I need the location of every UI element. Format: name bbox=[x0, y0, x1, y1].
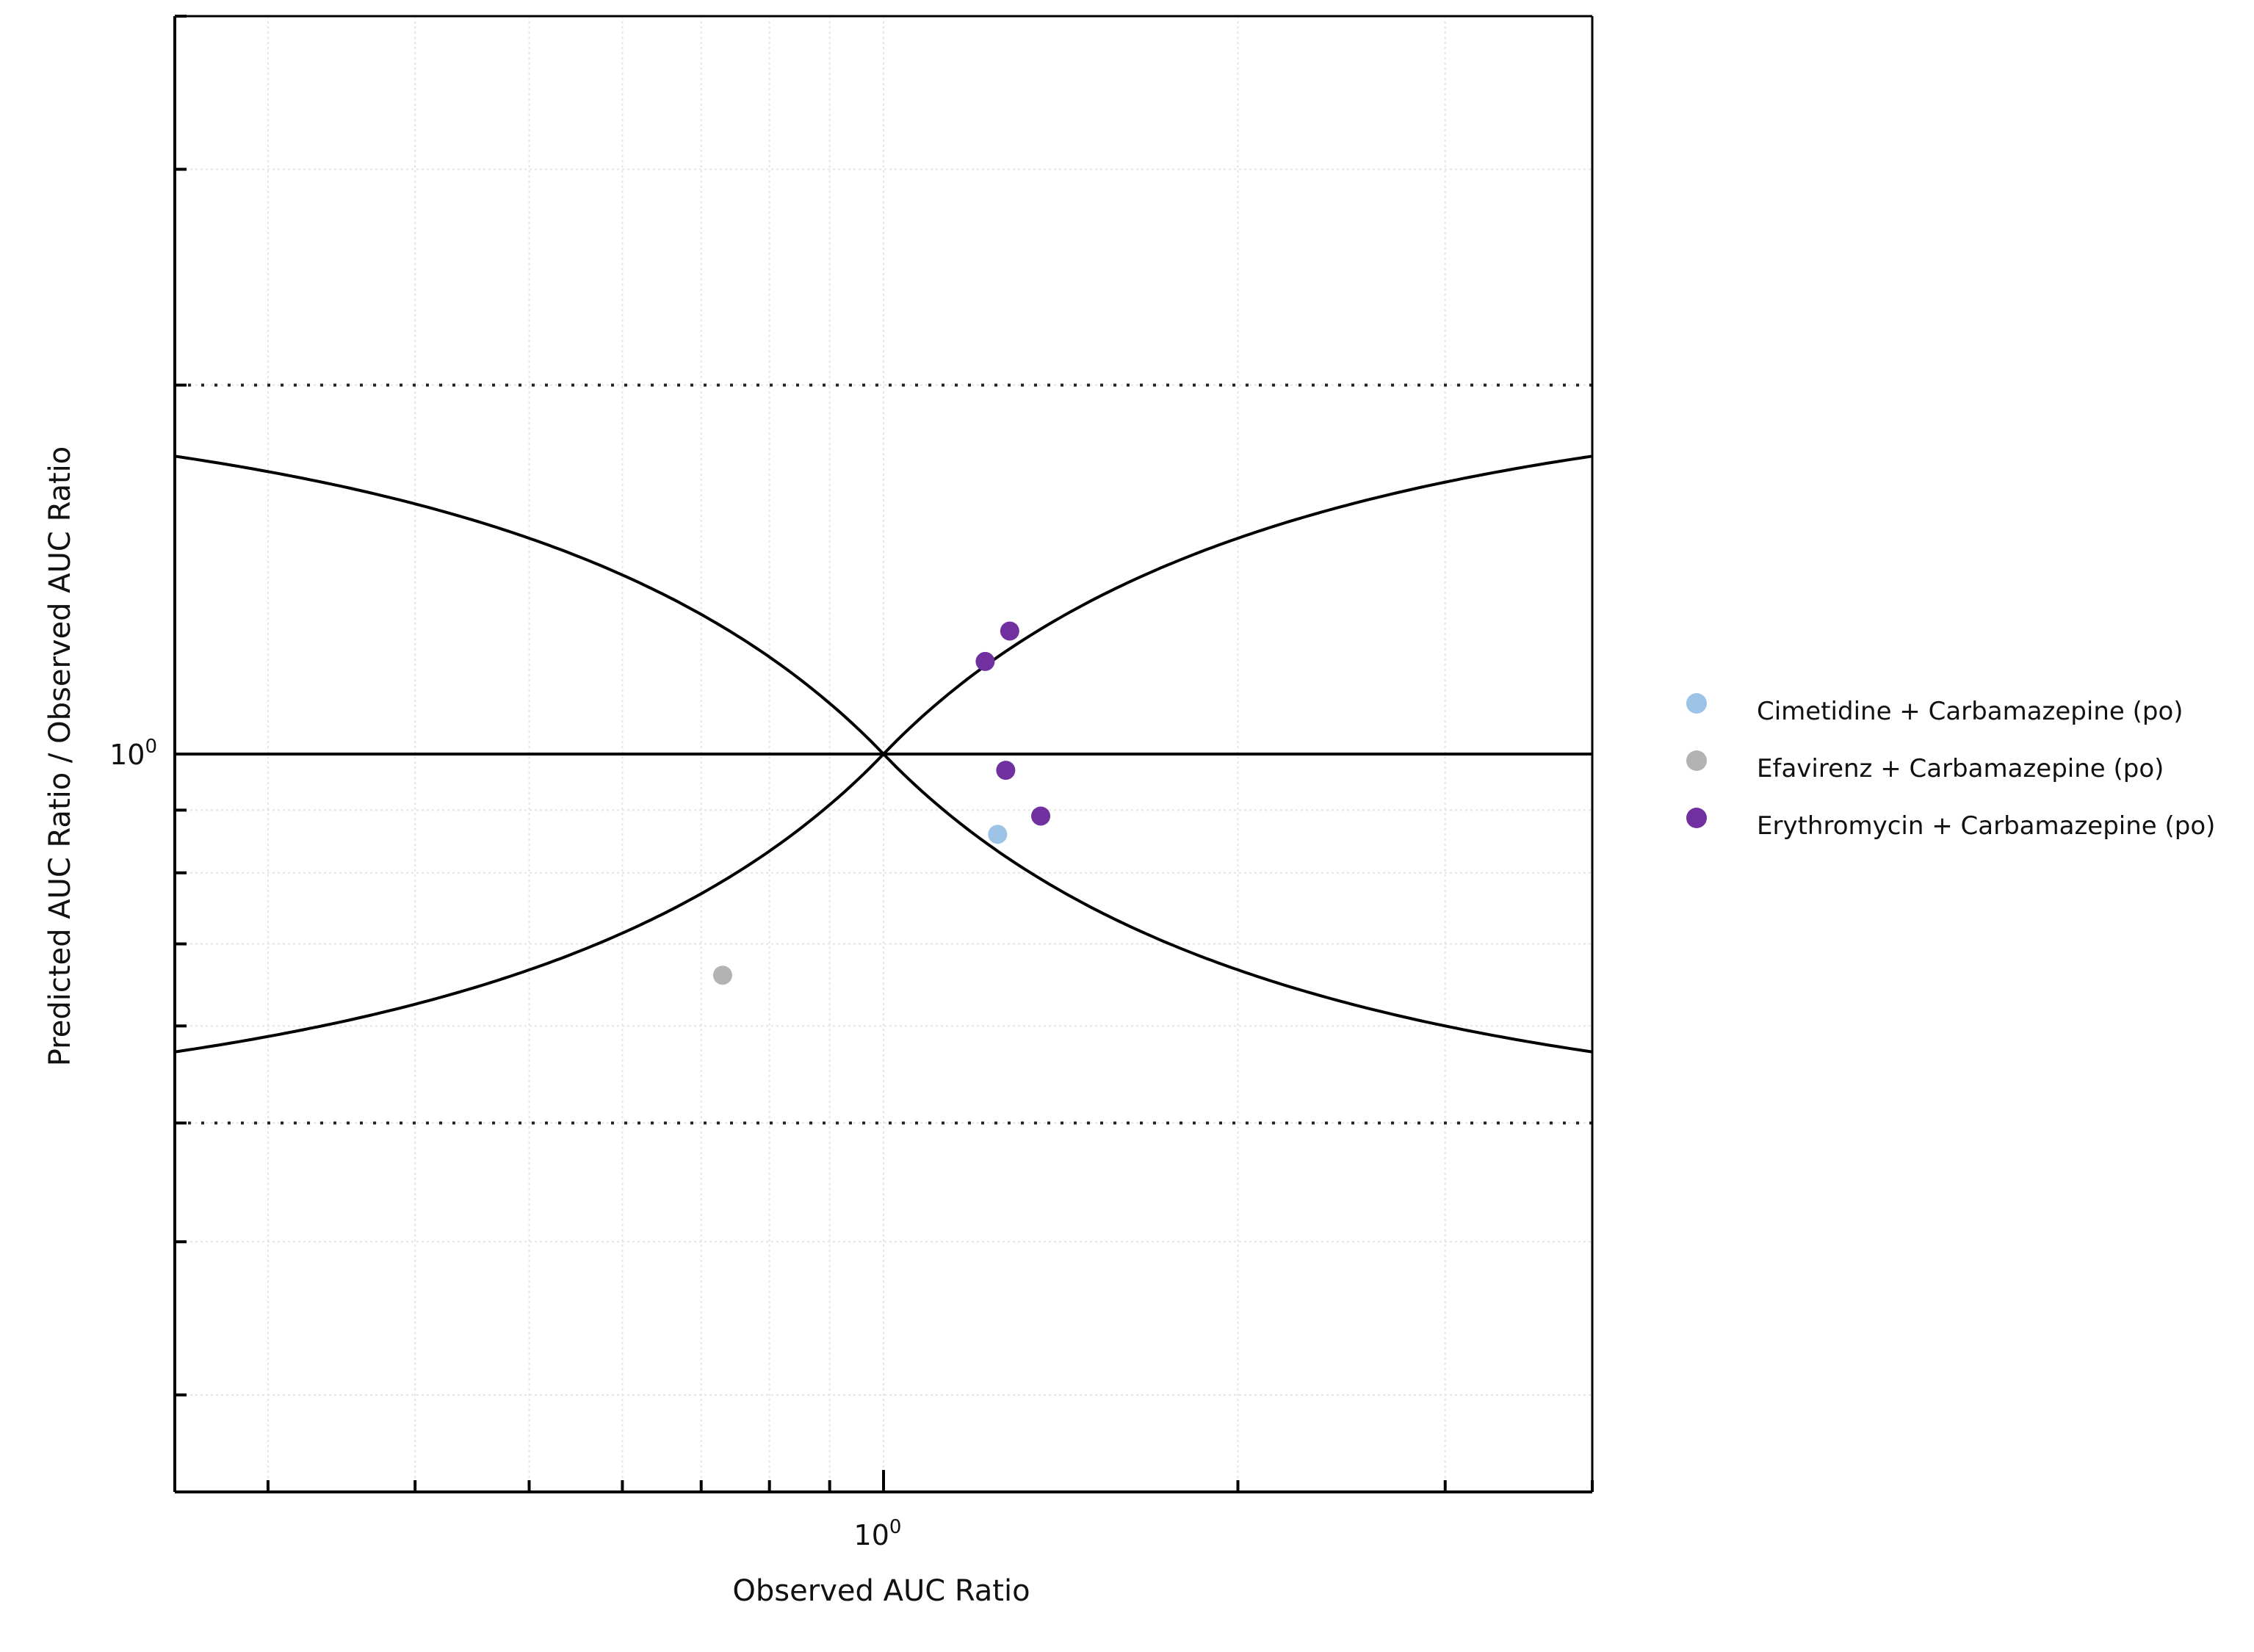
data-point bbox=[712, 966, 732, 985]
data-points bbox=[712, 621, 1051, 985]
legend-marker bbox=[1686, 750, 1707, 771]
x-tick-label: 100 bbox=[854, 1516, 902, 1551]
data-point bbox=[996, 761, 1016, 780]
x-axis-label: Observed AUC Ratio bbox=[732, 1574, 1030, 1608]
y-tick-label: 100 bbox=[109, 736, 157, 771]
axes: 100 100 bbox=[109, 15, 1594, 1551]
data-point bbox=[975, 651, 995, 671]
legend: Cimetidine + Carbamazepine (po) Efavirenz… bbox=[1686, 693, 2215, 841]
data-point bbox=[988, 825, 1008, 844]
y-axis-label: Predicted AUC Ratio / Observed AUC Ratio bbox=[43, 446, 77, 1067]
legend-marker bbox=[1686, 808, 1707, 828]
legend-marker bbox=[1686, 693, 1707, 714]
legend-label: Erythromycin + Carbamazepine (po) bbox=[1757, 811, 2215, 841]
reference-lines bbox=[174, 383, 1593, 1125]
data-point bbox=[1000, 621, 1019, 641]
data-point bbox=[1031, 806, 1051, 826]
guest-lower-limit-curve bbox=[174, 752, 1593, 1054]
legend-label: Efavirenz + Carbamazepine (po) bbox=[1757, 754, 2164, 783]
legend-label: Cimetidine + Carbamazepine (po) bbox=[1757, 697, 2183, 726]
